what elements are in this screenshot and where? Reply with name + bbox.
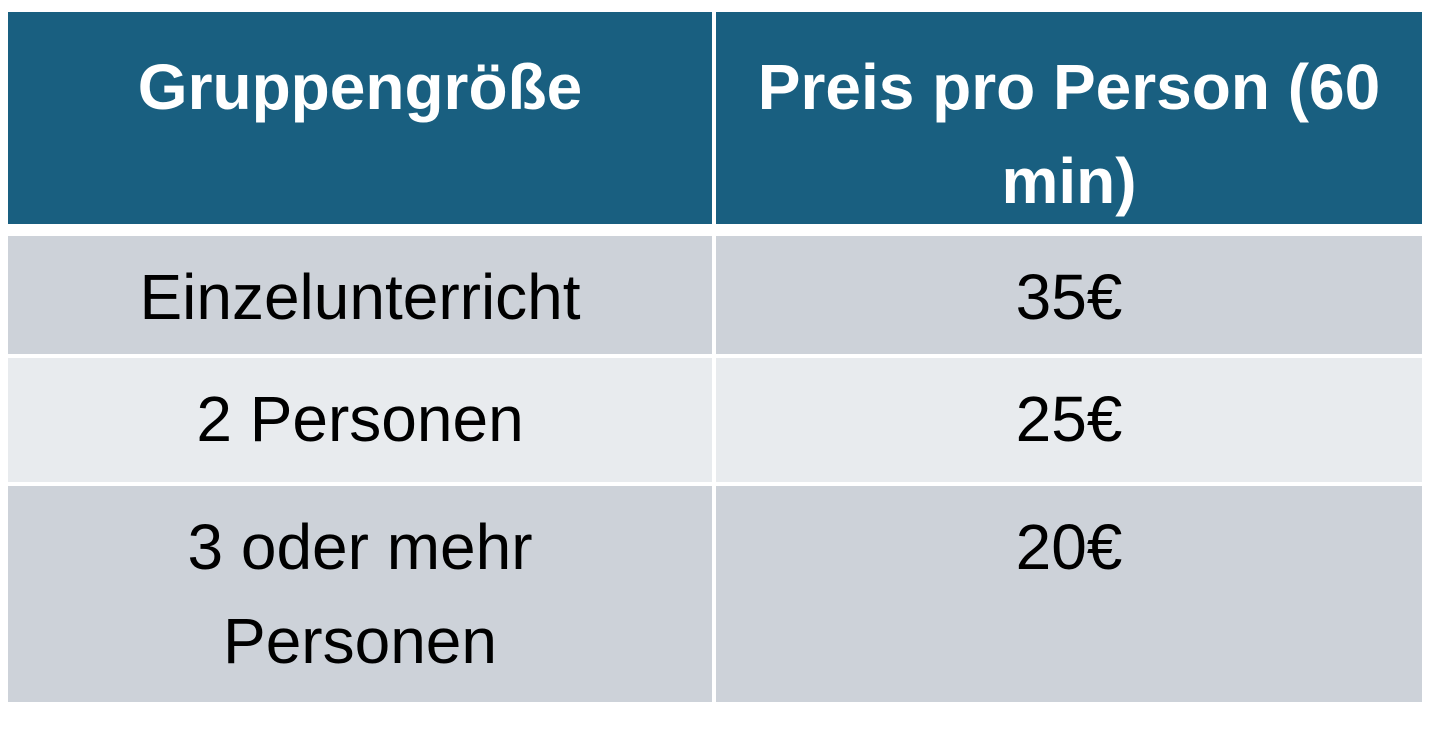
table-cell: 2 Personen (8, 358, 712, 482)
table-cell: 20€ (716, 486, 1422, 702)
table-cell: 35€ (716, 236, 1422, 354)
table-cell: Einzelunterricht (8, 236, 712, 354)
header-cell: Preis pro Person (60 min) (716, 12, 1422, 224)
table-cell: 25€ (716, 358, 1422, 482)
header-cell: Gruppengröße (8, 12, 712, 224)
table-cell: 3 oder mehr Personen (8, 486, 712, 702)
